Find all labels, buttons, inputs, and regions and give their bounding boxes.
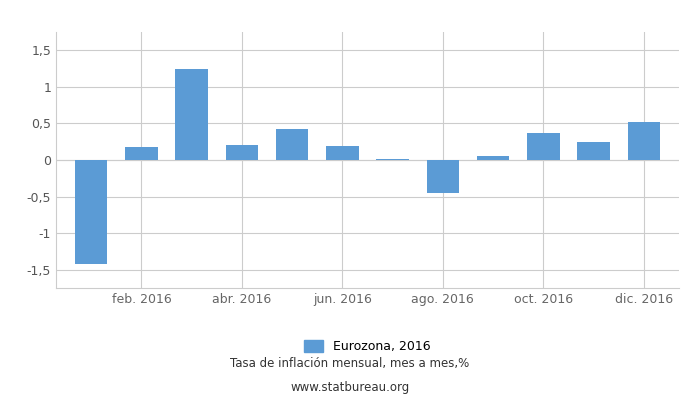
Bar: [225, 145, 258, 160]
Bar: [175, 68, 208, 160]
Bar: [276, 129, 309, 160]
Bar: [125, 147, 158, 160]
Bar: [627, 122, 660, 160]
Bar: [426, 160, 459, 193]
Legend: Eurozona, 2016: Eurozona, 2016: [304, 340, 430, 353]
Bar: [326, 146, 358, 160]
Bar: [578, 142, 610, 160]
Text: Tasa de inflación mensual, mes a mes,%: Tasa de inflación mensual, mes a mes,%: [230, 358, 470, 370]
Bar: [477, 156, 510, 160]
Bar: [75, 160, 108, 264]
Bar: [377, 158, 409, 160]
Bar: [527, 133, 560, 160]
Text: www.statbureau.org: www.statbureau.org: [290, 382, 410, 394]
